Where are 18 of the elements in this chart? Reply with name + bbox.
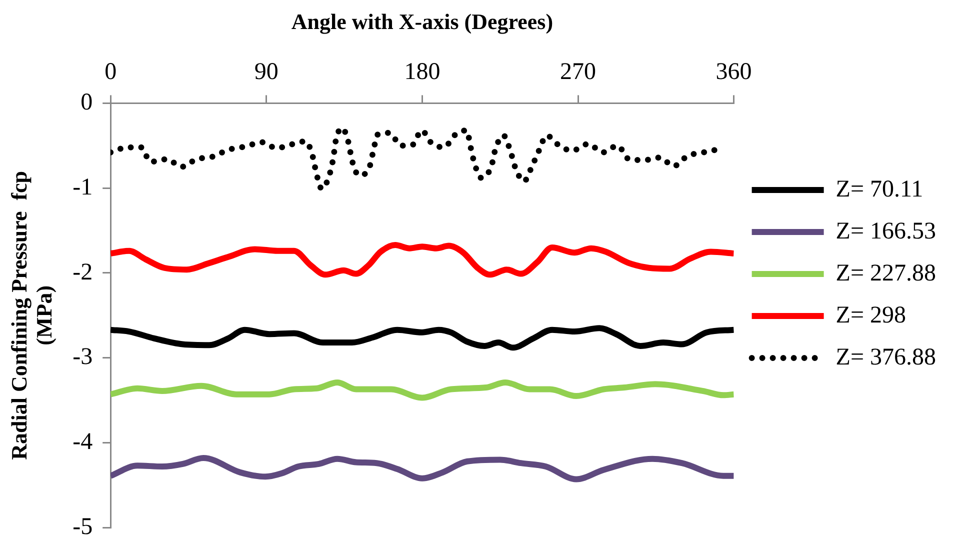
x-tick-label: 270 bbox=[560, 59, 596, 86]
y-axis-title: Radial Confining Pressure fcp (MPa) bbox=[6, 170, 57, 460]
legend-label: Z= 166.53 bbox=[836, 218, 936, 244]
x-tick-label: 90 bbox=[254, 59, 278, 86]
y-tick-label: -5 bbox=[72, 514, 93, 540]
x-tick-label: 360 bbox=[716, 59, 752, 86]
y-tick-label: -2 bbox=[72, 259, 93, 286]
y-tick-label: 0 bbox=[80, 89, 93, 116]
x-axis-title: Angle with X-axis (Degrees) bbox=[291, 8, 554, 34]
x-tick-label: 180 bbox=[404, 59, 440, 86]
y-tick-label: -3 bbox=[72, 344, 93, 370]
x-tick-label: 0 bbox=[104, 59, 117, 86]
y-tick-label: -1 bbox=[72, 174, 93, 200]
legend-label: Z= 70.11 bbox=[836, 176, 924, 202]
legend-label: Z= 227.88 bbox=[836, 260, 936, 286]
legend-label: Z= 298 bbox=[836, 302, 906, 328]
y-tick-label: -4 bbox=[72, 429, 93, 456]
legend-label: Z= 376.88 bbox=[836, 344, 936, 370]
